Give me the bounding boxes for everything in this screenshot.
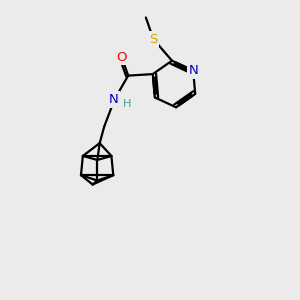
Text: S: S [149,33,158,46]
Text: H: H [123,99,131,110]
Text: N: N [188,64,198,77]
Text: N: N [108,93,118,106]
Text: O: O [116,50,127,64]
